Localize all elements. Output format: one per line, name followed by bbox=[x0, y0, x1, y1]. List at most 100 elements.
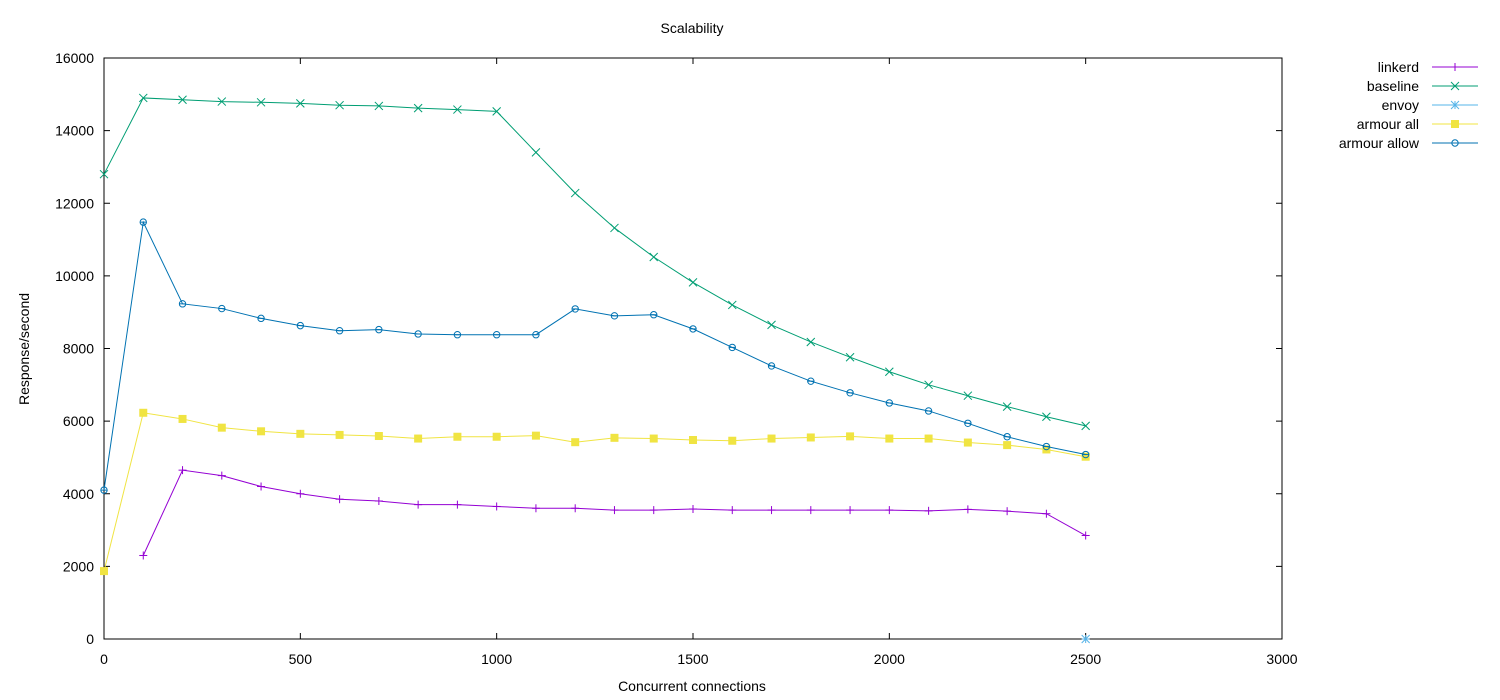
y-tick-label: 4000 bbox=[63, 486, 94, 502]
legend-label: linkerd bbox=[1378, 59, 1419, 75]
data-point bbox=[531, 504, 540, 513]
x-tick-label: 2500 bbox=[1070, 651, 1101, 667]
data-point bbox=[806, 506, 815, 515]
data-point bbox=[1081, 531, 1090, 540]
plot-frame bbox=[103, 57, 1283, 640]
data-point bbox=[453, 432, 462, 441]
data-point bbox=[257, 314, 265, 323]
data-point bbox=[492, 432, 501, 441]
data-point bbox=[178, 300, 187, 308]
data-point bbox=[924, 407, 933, 415]
series-armour-allow bbox=[100, 218, 1090, 494]
data-point bbox=[531, 431, 540, 440]
data-point bbox=[257, 427, 266, 436]
data-point bbox=[375, 325, 383, 334]
data-point bbox=[296, 429, 305, 438]
data-point bbox=[99, 169, 109, 179]
data-point bbox=[571, 305, 579, 313]
legend-entry: linkerd bbox=[1378, 59, 1478, 75]
legend-entry: baseline bbox=[1367, 78, 1478, 94]
legend-entry: envoy bbox=[1382, 97, 1478, 113]
x-tick-label: 2000 bbox=[874, 651, 905, 667]
data-point bbox=[1003, 433, 1011, 441]
legend-label: envoy bbox=[1382, 97, 1419, 113]
series-baseline bbox=[99, 93, 1091, 431]
data-point bbox=[570, 188, 580, 198]
data-point bbox=[413, 103, 423, 113]
data-point bbox=[531, 148, 541, 157]
data-point bbox=[846, 389, 854, 397]
data-point bbox=[139, 218, 147, 226]
data-point bbox=[178, 466, 187, 475]
series-armour-all bbox=[100, 408, 1090, 576]
data-point bbox=[1042, 509, 1051, 518]
legend: linkerd baseline envoy armour all armour all… bbox=[1339, 59, 1478, 151]
legend-swatch-marker bbox=[1451, 63, 1459, 71]
y-tick-label: 2000 bbox=[63, 558, 94, 574]
axis-ticks: 0 500 1000 1500 2000 2500 3000 0 2000 4000 6000 800… bbox=[55, 50, 1298, 667]
y-tick-label: 14000 bbox=[55, 123, 94, 139]
data-point bbox=[100, 567, 108, 576]
data-point bbox=[924, 380, 933, 390]
x-tick-label: 0 bbox=[100, 651, 108, 667]
data-point bbox=[295, 99, 305, 108]
legend-swatch-marker bbox=[1451, 120, 1459, 128]
data-point bbox=[649, 252, 659, 262]
data-point bbox=[532, 331, 540, 339]
data-point bbox=[885, 434, 894, 443]
legend-label: armour all bbox=[1357, 116, 1419, 132]
series-envoy bbox=[1081, 634, 1091, 644]
data-point bbox=[924, 434, 933, 443]
series-line bbox=[103, 220, 1086, 491]
data-point bbox=[924, 506, 933, 515]
data-point bbox=[218, 304, 226, 313]
x-axis-label: Concurrent connections bbox=[618, 678, 766, 694]
data-point bbox=[571, 438, 580, 447]
y-axis-label: Response/second bbox=[16, 293, 32, 405]
x-tick-label: 1500 bbox=[677, 651, 708, 667]
data-point bbox=[414, 330, 422, 338]
data-point bbox=[453, 331, 462, 339]
data-point bbox=[728, 436, 737, 445]
data-point bbox=[767, 506, 776, 515]
data-point bbox=[689, 436, 697, 445]
y-tick-label: 16000 bbox=[55, 50, 94, 66]
data-point bbox=[1081, 452, 1090, 461]
data-point bbox=[1081, 421, 1091, 431]
data-point bbox=[374, 497, 383, 506]
data-point bbox=[963, 505, 972, 514]
data-point bbox=[492, 331, 501, 339]
data-point bbox=[374, 432, 383, 441]
legend-swatch-marker bbox=[1450, 100, 1460, 110]
legend-swatch-marker bbox=[1451, 139, 1459, 147]
data-point bbox=[335, 100, 344, 110]
data-point bbox=[649, 434, 658, 443]
data-point bbox=[845, 352, 855, 362]
data-point bbox=[728, 343, 736, 352]
data-point bbox=[728, 506, 737, 515]
data-point bbox=[257, 482, 266, 491]
y-tick-label: 12000 bbox=[55, 195, 94, 211]
data-point bbox=[610, 506, 619, 515]
data-point bbox=[414, 500, 423, 509]
data-point bbox=[846, 432, 855, 441]
y-tick-label: 10000 bbox=[55, 268, 94, 284]
legend-entry: armour all bbox=[1357, 116, 1478, 132]
data-point bbox=[335, 495, 344, 504]
data-point bbox=[846, 506, 855, 515]
chart-title: Scalability bbox=[660, 20, 723, 36]
data-point bbox=[1042, 412, 1051, 422]
data-point bbox=[767, 362, 776, 370]
data-point bbox=[335, 327, 344, 335]
x-tick-label: 1000 bbox=[481, 651, 512, 667]
data-point bbox=[767, 320, 776, 330]
data-point bbox=[1003, 441, 1012, 450]
data-point bbox=[492, 502, 501, 511]
data-point bbox=[1042, 442, 1051, 451]
legend-label: armour allow bbox=[1339, 135, 1420, 151]
data-point bbox=[139, 408, 148, 417]
data-point bbox=[414, 434, 423, 443]
data-point bbox=[1081, 634, 1091, 644]
data-point bbox=[178, 414, 187, 423]
